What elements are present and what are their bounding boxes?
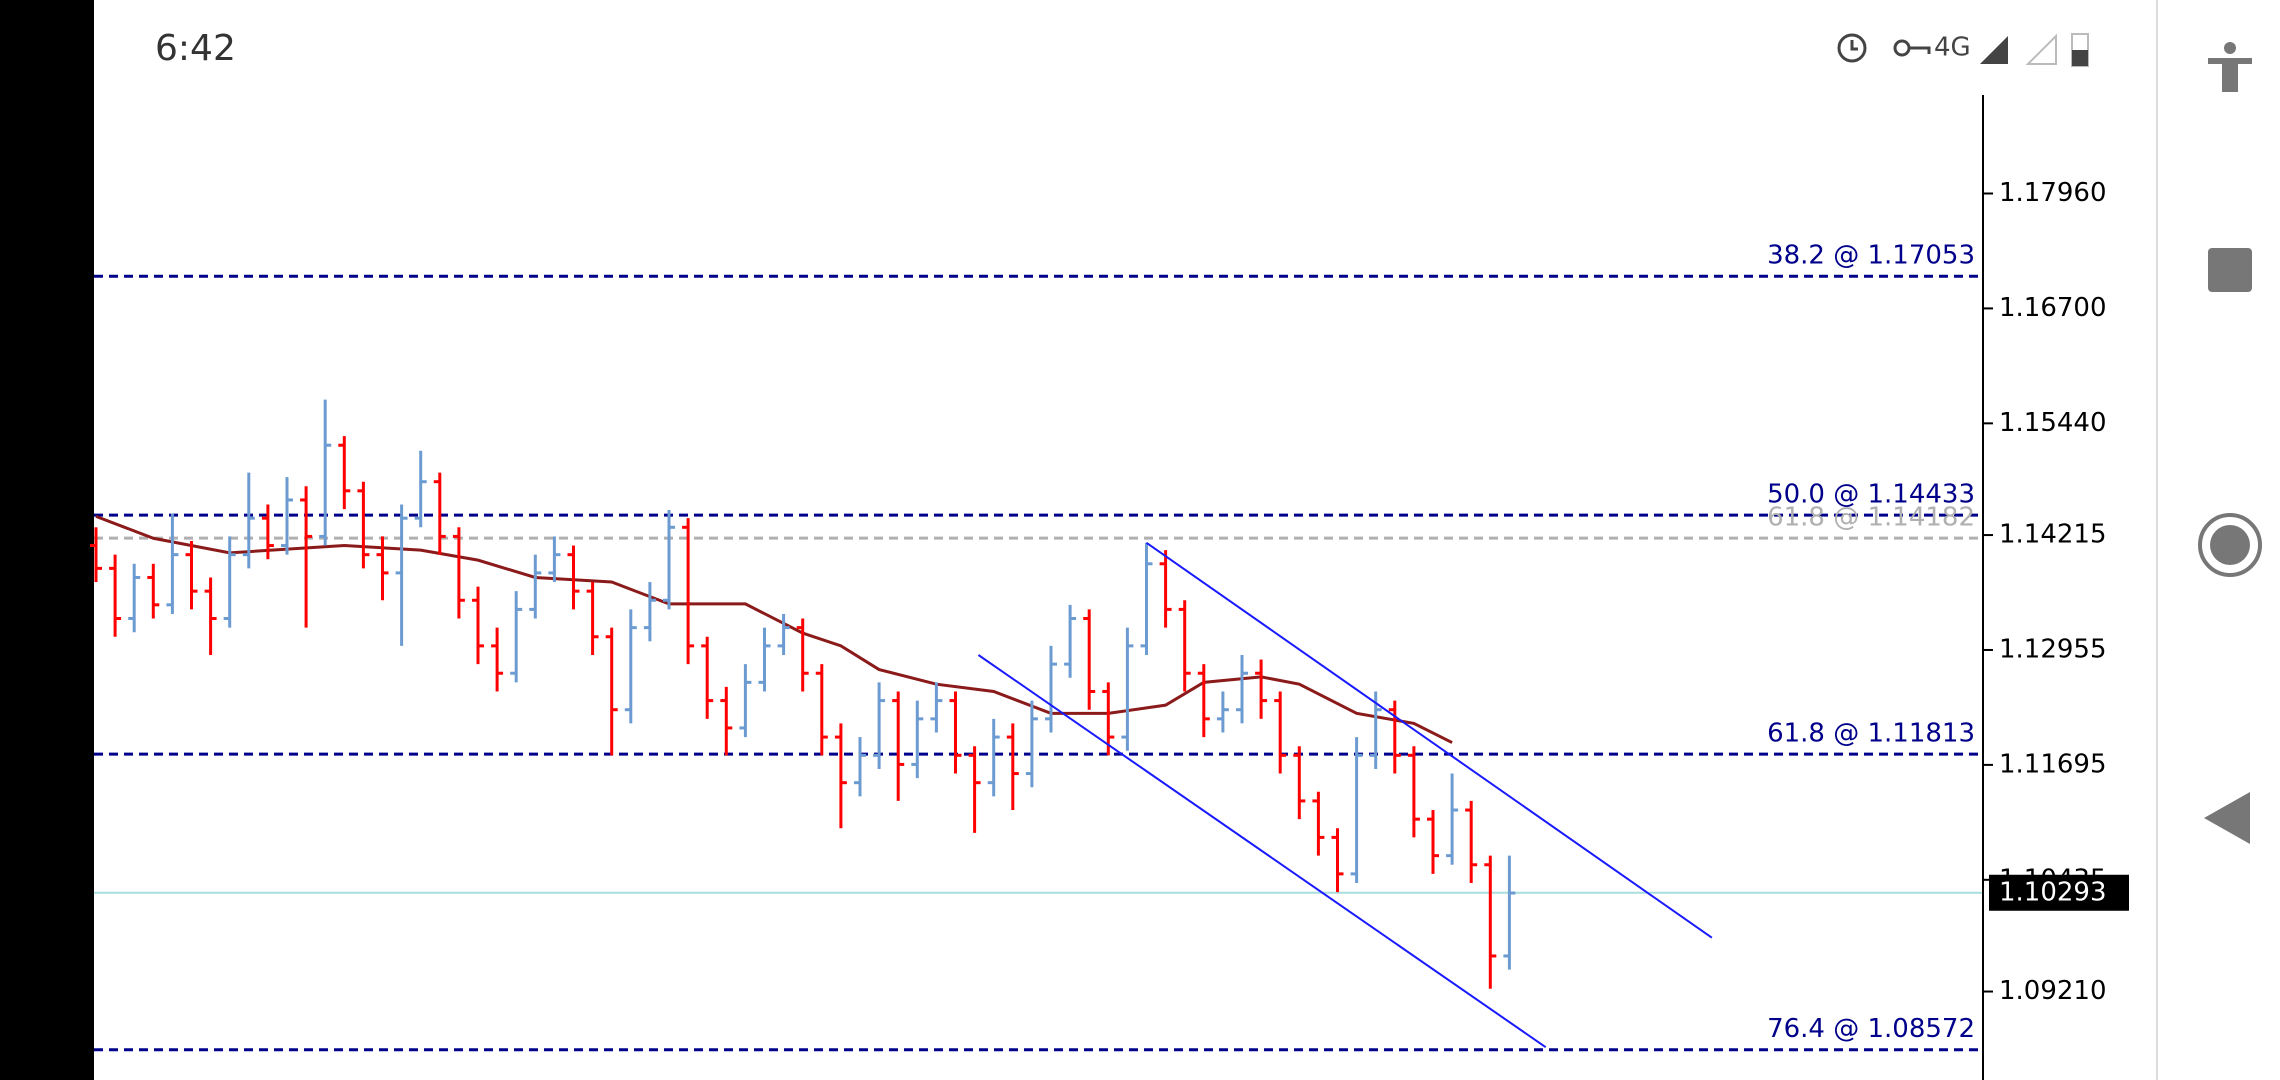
fib-level-label: 61.8 @ 1.11813 — [1767, 719, 1975, 749]
alarm-icon — [1837, 33, 1867, 63]
battery-level — [2072, 50, 2088, 66]
recents-button[interactable] — [2208, 248, 2252, 292]
y-tick-label: 1.16700 — [1999, 293, 2107, 323]
signal-icon-2 — [2025, 33, 2057, 65]
left-edge — [0, 0, 94, 1080]
nav-buttons — [2198, 42, 2262, 844]
signal-icon — [1980, 36, 2008, 64]
alarm-hands — [1850, 40, 1858, 51]
vpn-key-shaft — [1909, 46, 1931, 54]
y-tick-label: 1.12955 — [1999, 634, 2107, 664]
y-tick-label: 1.17960 — [1999, 178, 2107, 208]
moving-average — [95, 514, 1453, 744]
channel-line — [977, 654, 1547, 1048]
fib-level-label: 76.4 @ 1.08572 — [1767, 1014, 1975, 1044]
accessibility-button[interactable] — [2208, 42, 2252, 92]
status-icons — [1837, 33, 2089, 67]
y-tick-label: 1.09210 — [1999, 976, 2107, 1006]
y-tick-label: 1.15440 — [1999, 408, 2107, 438]
network-type: 4G — [1934, 33, 1971, 63]
current-price-label: 1.10293 — [1999, 877, 2107, 907]
status-time: 6:42 — [155, 28, 236, 69]
y-tick-label: 1.11695 — [1999, 749, 2107, 779]
current-price-box — [1989, 874, 2129, 911]
fib-level-label: 50.0 @ 1.14433 — [1767, 480, 1975, 510]
back-button[interactable] — [2204, 792, 2250, 844]
fib-level-label: 61.8 @ 1.14182 — [1767, 503, 1975, 533]
y-tick-label: 1.14215 — [1999, 520, 2107, 550]
home-button[interactable] — [2198, 513, 2262, 577]
channel-line — [1145, 541, 1713, 939]
fib-level-label: 38.2 @ 1.17053 — [1767, 241, 1975, 271]
vpn-key-icon — [1893, 39, 1911, 57]
